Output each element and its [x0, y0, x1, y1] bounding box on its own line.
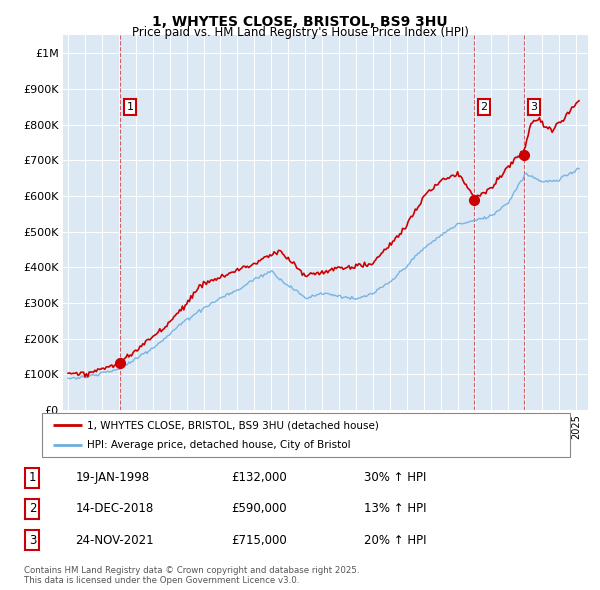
- Text: 30% ↑ HPI: 30% ↑ HPI: [364, 471, 426, 484]
- Text: 14-DEC-2018: 14-DEC-2018: [76, 502, 154, 516]
- Text: 24-NOV-2021: 24-NOV-2021: [76, 533, 154, 546]
- Text: Price paid vs. HM Land Registry's House Price Index (HPI): Price paid vs. HM Land Registry's House …: [131, 26, 469, 39]
- Text: 20% ↑ HPI: 20% ↑ HPI: [364, 533, 426, 546]
- Text: 3: 3: [29, 533, 36, 546]
- Text: 1: 1: [127, 101, 134, 112]
- Text: 2: 2: [29, 502, 36, 516]
- Text: 13% ↑ HPI: 13% ↑ HPI: [364, 502, 426, 516]
- Text: 2: 2: [481, 101, 488, 112]
- Text: £590,000: £590,000: [231, 502, 287, 516]
- Text: £715,000: £715,000: [231, 533, 287, 546]
- Text: Contains HM Land Registry data © Crown copyright and database right 2025.
This d: Contains HM Land Registry data © Crown c…: [24, 566, 359, 585]
- FancyBboxPatch shape: [42, 413, 570, 457]
- Text: HPI: Average price, detached house, City of Bristol: HPI: Average price, detached house, City…: [87, 440, 350, 450]
- Text: 3: 3: [530, 101, 538, 112]
- Text: 19-JAN-1998: 19-JAN-1998: [76, 471, 150, 484]
- Text: 1, WHYTES CLOSE, BRISTOL, BS9 3HU: 1, WHYTES CLOSE, BRISTOL, BS9 3HU: [152, 15, 448, 29]
- Text: 1: 1: [29, 471, 36, 484]
- Text: £132,000: £132,000: [231, 471, 287, 484]
- Text: 1, WHYTES CLOSE, BRISTOL, BS9 3HU (detached house): 1, WHYTES CLOSE, BRISTOL, BS9 3HU (detac…: [87, 421, 379, 430]
